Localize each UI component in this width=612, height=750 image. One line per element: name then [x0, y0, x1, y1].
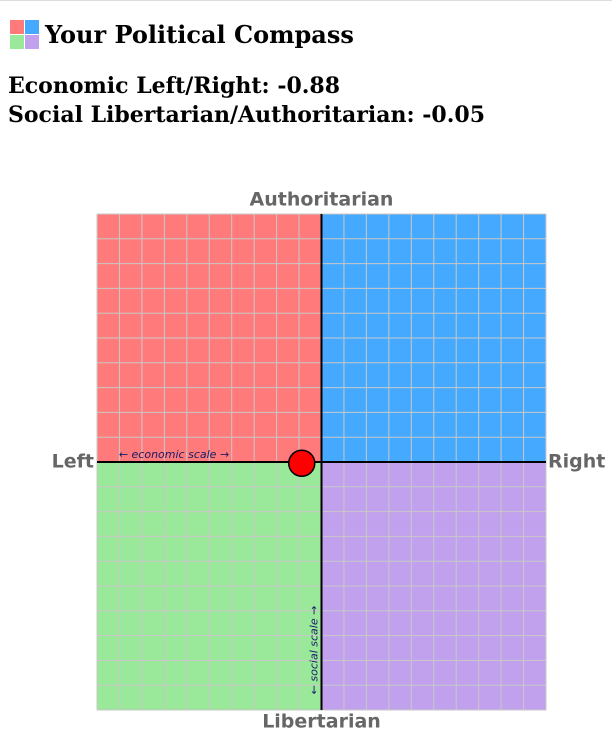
result-value: -0.88 — [277, 73, 340, 99]
compass: Authoritarian Libertarian Left Right ← econo… — [52, 189, 606, 733]
position-marker — [287, 449, 316, 477]
scale-label: ← social scale → — [308, 606, 321, 695]
axis-label: Right — [548, 451, 605, 473]
axis-label: Left — [52, 451, 94, 473]
axis-label: Authoritarian — [250, 189, 394, 211]
scale-label: ← economic scale → — [119, 448, 229, 461]
result-label: Economic Left/Right: — [8, 73, 270, 99]
axis-label: Libertarian — [262, 711, 381, 733]
page-title: Your Political Compass — [44, 20, 354, 49]
result-line: Economic Left/Right: -0.88 — [8, 73, 340, 99]
logo-icon — [10, 20, 39, 49]
result-label: Social Libertarian/Authoritarian: — [8, 102, 415, 128]
result-line: Social Libertarian/Authoritarian: -0.05 — [8, 102, 485, 128]
result-value: -0.05 — [422, 102, 485, 128]
